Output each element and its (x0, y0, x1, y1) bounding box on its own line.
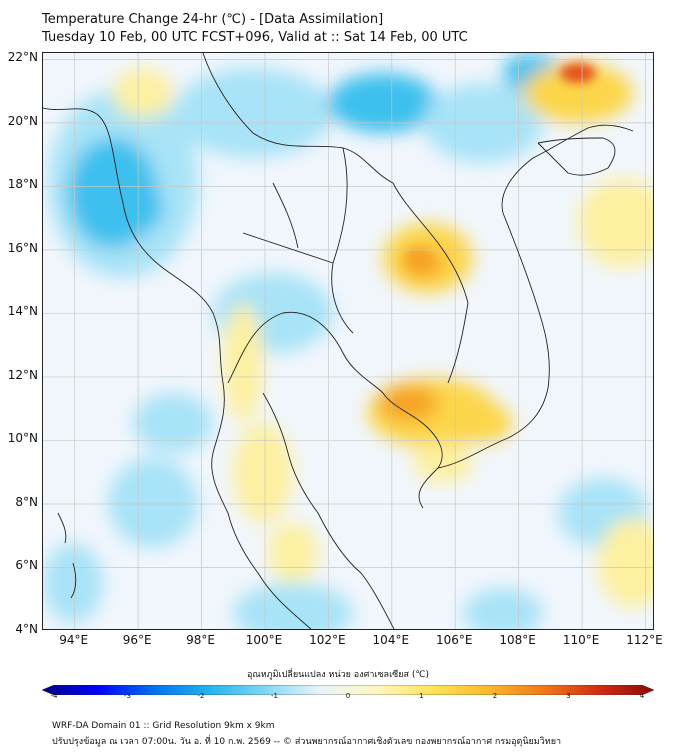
lat-label: 16°N (7, 240, 38, 255)
lon-label: 96°E (122, 633, 152, 647)
coastlines (43, 53, 634, 629)
colorbar-tick-label: -4 (50, 692, 58, 700)
lat-label: 20°N (7, 113, 38, 128)
colorbar-tick-label: -1 (271, 692, 278, 700)
lat-label: 10°N (7, 431, 38, 446)
lat-label: 4°N (15, 622, 38, 636)
temperature-field (43, 53, 653, 629)
map-subtitle: Tuesday 10 Feb, 00 UTC FCST+096, Valid a… (42, 30, 468, 45)
lon-label: 104°E (372, 633, 410, 647)
lon-label: 108°E (499, 633, 536, 647)
colorbar-tick-label: -2 (197, 692, 205, 700)
colorbar-tick-label: -3 (124, 692, 131, 700)
colorbar-tick-label: 3 (566, 692, 571, 700)
lon-label: 100°E (245, 633, 283, 647)
lon-label: 98°E (186, 633, 215, 647)
lat-label: 6°N (15, 558, 38, 573)
colorbar-tick-label: 4 (639, 692, 645, 700)
gridlines (43, 53, 653, 629)
lon-label: 110°E (562, 633, 600, 647)
lon-label: 102°E (309, 633, 346, 647)
map-title: Temperature Change 24-hr (℃) - [Data Ass… (42, 12, 384, 27)
lon-label: 106°E (435, 633, 473, 647)
footer-model-info: WRF-DA Domain 01 :: Grid Resolution 9km … (52, 721, 275, 731)
colorbar (41, 680, 655, 696)
lat-label: 22°N (7, 50, 38, 65)
colorbar-tick-label: 0 (345, 692, 351, 700)
lat-label: 14°N (7, 304, 38, 319)
lat-label: 8°N (15, 494, 38, 509)
colorbar-tick-label: 1 (419, 692, 424, 700)
temperature-change-map (42, 52, 654, 630)
colorbar-tick-label: 2 (492, 692, 498, 700)
footer-credit: ปรับปรุงข้อมูล ณ เวลา 07:00น. วัน อ. ที่… (52, 737, 562, 747)
lon-label: 94°E (59, 633, 89, 647)
colorbar-title: อุณหภูมิเปลี่ยนแปลง หน่วย องศาเซลเซียส (… (246, 670, 430, 680)
lat-label: 18°N (7, 177, 38, 192)
lon-label: 112°E (626, 633, 663, 647)
lat-label: 12°N (7, 367, 38, 382)
